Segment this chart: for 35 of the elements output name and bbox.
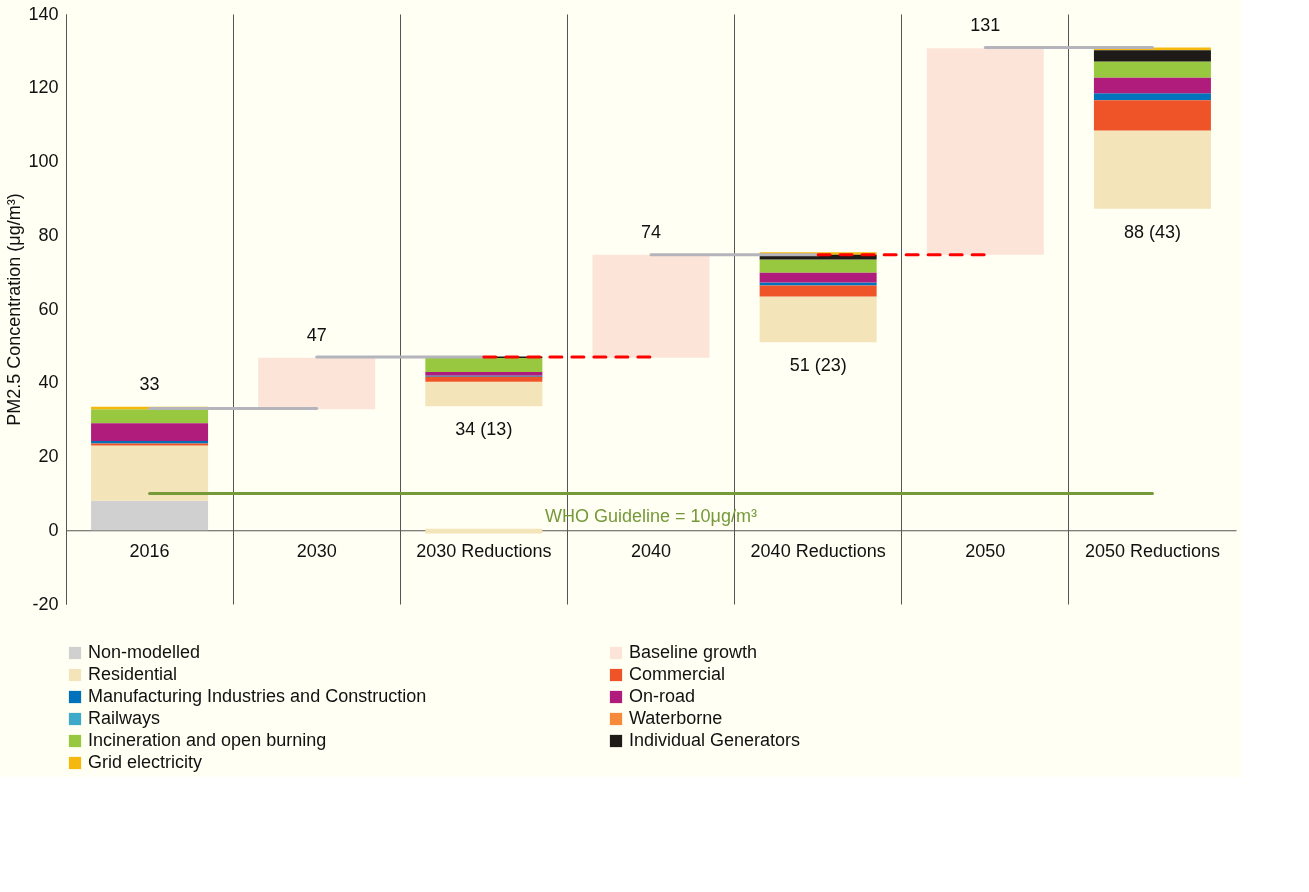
annotation: 74 [640,221,662,242]
legend-label: Commercial [629,664,726,684]
legend-label: Grid electricity [88,752,203,772]
legend-label: Railways [88,708,161,728]
legend-label: Baseline growth [629,642,758,662]
annotation: 131 [970,15,1001,36]
y-tick-label: 140 [28,3,59,24]
x-tick-label: 2040 Reductions [750,540,886,561]
annotation: 34 (13) [455,419,513,440]
annotation: 33 [139,373,160,394]
y-tick-label: 60 [38,298,59,319]
y-tick-label: 20 [38,446,59,466]
y-tick-label: 80 [38,224,59,245]
legend-label: Residential [88,664,178,684]
x-tick-label: 2040 [630,540,672,561]
y-tick-label: 100 [28,151,59,171]
x-tick-label: 2030 [296,540,337,561]
annotation: 88 (43) [1123,221,1181,242]
legend-label: Incineration and open burning [88,730,327,750]
y-tick-label: 0 [48,519,59,540]
legend-label: On-road [629,686,696,706]
y-tick-label: -20 [32,593,59,614]
x-tick-label: 2016 [129,540,170,561]
x-tick-label: 2030 Reductions [416,540,552,561]
legend-label: Individual Generators [629,730,801,750]
legend-label: Non-modelled [88,642,201,662]
y-axis-title: PM2.5 Concentration (μg/m³) [4,193,25,426]
legend-label: Waterborne [629,708,723,728]
annotation: 47 [306,324,327,345]
y-tick-label: 40 [38,372,59,393]
legend-label: Manufacturing Industries and Construction [88,686,427,706]
annotation: 51 (23) [789,355,847,376]
x-tick-label: 2050 [965,540,1006,561]
y-tick-label: 120 [28,77,59,98]
x-tick-label: 2050 Reductions [1084,540,1220,561]
